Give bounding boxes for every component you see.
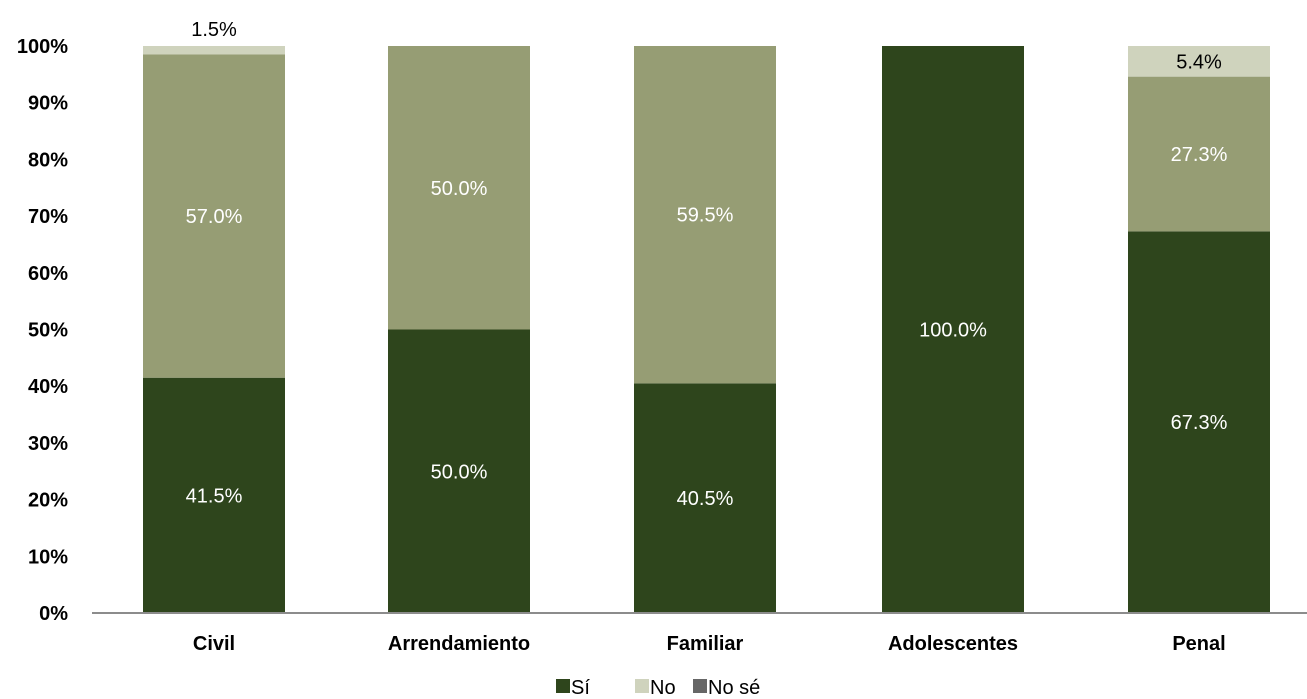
data-label: 67.3%: [1171, 412, 1228, 434]
y-tick-label: 20%: [28, 490, 68, 512]
legend-swatch: [635, 679, 649, 693]
y-tick-label: 100%: [17, 36, 68, 58]
bar-segment: [1128, 46, 1270, 77]
x-axis-tick-labels: Civil Arrendamiento Familiar Adolescentes Pe…: [193, 633, 1226, 655]
data-label: 1.5%: [191, 19, 237, 41]
legend-swatch: [556, 679, 570, 693]
y-tick-label: 70%: [28, 206, 68, 228]
bar-segment: [882, 46, 1024, 613]
x-tick-label: Arrendamiento: [388, 633, 530, 655]
y-tick-label: 40%: [28, 376, 68, 398]
bar-segment: [388, 46, 530, 330]
bar-segment: [1128, 231, 1270, 613]
data-label: 100.0%: [919, 320, 987, 342]
bar-segment: [634, 46, 776, 384]
data-label: 50.0%: [431, 461, 488, 483]
x-tick-label: Civil: [193, 633, 235, 655]
legend-swatch: [693, 679, 707, 693]
bar-segment: [143, 377, 285, 613]
legend: Sí No No sé: [556, 677, 760, 699]
data-label: 5.4%: [1176, 51, 1222, 73]
data-label: 57.0%: [186, 206, 243, 228]
data-label: 40.5%: [677, 488, 734, 510]
legend-label: No sé: [708, 677, 760, 699]
legend-label: Sí: [571, 677, 590, 699]
bar-segment: [388, 329, 530, 613]
bar-segment: [143, 46, 285, 55]
x-tick-label: Penal: [1172, 633, 1225, 655]
y-tick-label: 30%: [28, 433, 68, 455]
y-tick-label: 50%: [28, 320, 68, 342]
x-tick-label: Adolescentes: [888, 633, 1018, 655]
y-tick-label: 60%: [28, 263, 68, 285]
y-tick-label: 10%: [28, 546, 68, 568]
bar-segment: [143, 54, 285, 378]
legend-label: No: [650, 677, 676, 699]
x-tick-label: Familiar: [667, 633, 744, 655]
bar-segment: [634, 383, 776, 613]
y-tick-label: 0%: [39, 603, 68, 625]
y-tick-label: 80%: [28, 149, 68, 171]
y-tick-label: 90%: [28, 93, 68, 115]
data-labels: 41.5% 57.0% 1.5% 50.0% 50.0% 40.5% 59.5% 100.0%…: [186, 19, 1228, 510]
data-label: 27.3%: [1171, 144, 1228, 166]
data-label: 59.5%: [677, 205, 734, 227]
y-axis-tick-labels: 0% 10% 20% 30% 40% 50% 60% 70% 80% 90% 100%: [17, 36, 68, 625]
data-label: 41.5%: [186, 485, 243, 507]
data-label: 50.0%: [431, 178, 488, 200]
bars: [143, 46, 1270, 613]
bar-segment: [1128, 76, 1270, 232]
